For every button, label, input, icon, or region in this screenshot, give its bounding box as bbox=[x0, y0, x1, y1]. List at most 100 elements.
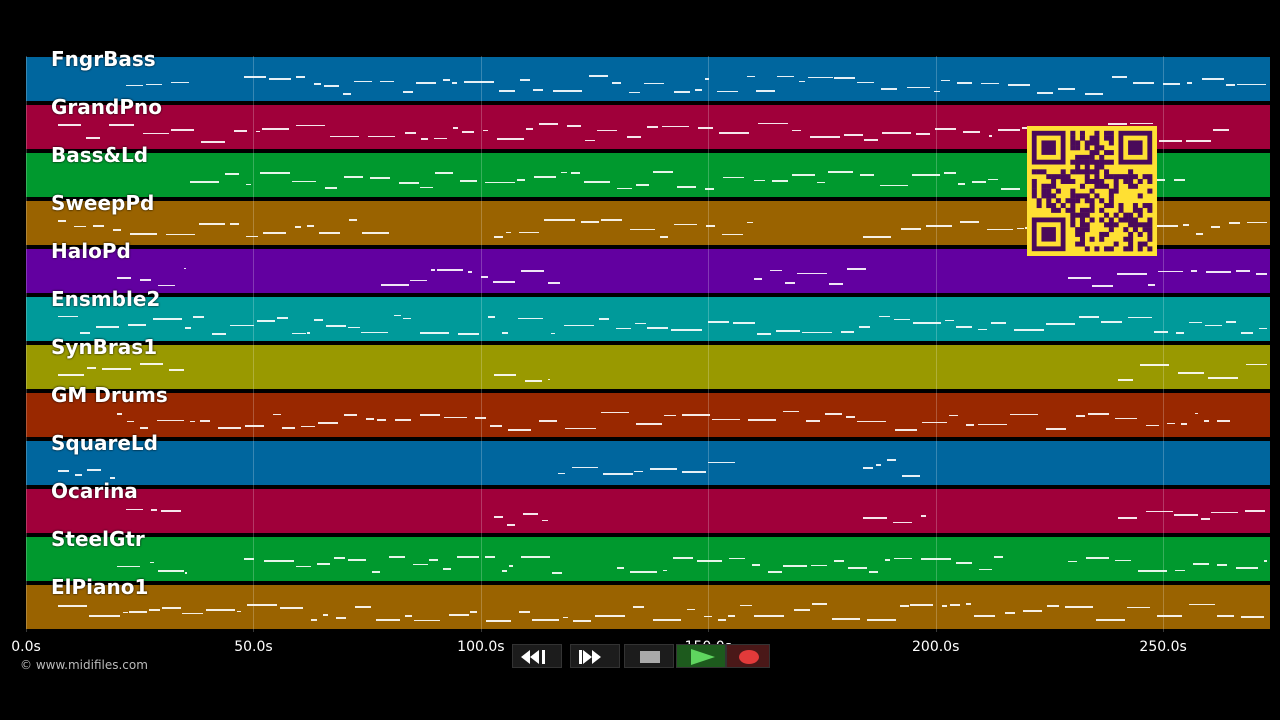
midi-note bbox=[955, 562, 973, 564]
midi-note bbox=[1085, 557, 1110, 559]
stop-icon bbox=[640, 651, 660, 663]
track-label: SynBras1 bbox=[51, 335, 158, 359]
midi-note bbox=[1158, 271, 1183, 272]
midi-note bbox=[566, 125, 582, 127]
midi-note bbox=[1241, 616, 1265, 618]
midi-note bbox=[520, 270, 545, 272]
midi-note bbox=[1204, 325, 1222, 326]
midi-note bbox=[768, 571, 782, 573]
midi-note bbox=[316, 563, 331, 565]
midi-note bbox=[978, 329, 988, 330]
midi-note bbox=[185, 327, 192, 329]
midi-note bbox=[956, 82, 973, 84]
midi-note bbox=[1116, 273, 1147, 275]
midi-note bbox=[1201, 518, 1211, 520]
midi-note bbox=[988, 135, 993, 137]
midi-note bbox=[941, 605, 948, 607]
midi-note bbox=[255, 131, 260, 132]
midi-note bbox=[189, 421, 195, 422]
midi-note bbox=[420, 332, 449, 334]
midi-note bbox=[85, 137, 101, 139]
midi-note bbox=[170, 82, 189, 83]
midi-note bbox=[333, 557, 346, 559]
midi-note bbox=[370, 177, 391, 179]
midi-note bbox=[1244, 510, 1265, 512]
stop-button[interactable] bbox=[624, 644, 674, 668]
midi-note bbox=[502, 570, 507, 572]
midi-note bbox=[616, 328, 632, 329]
midi-note bbox=[1045, 323, 1076, 325]
midi-note bbox=[550, 333, 556, 334]
midi-note bbox=[153, 318, 183, 320]
midi-note bbox=[261, 128, 290, 130]
midi-note bbox=[365, 418, 375, 420]
midi-note bbox=[158, 285, 176, 286]
midi-note bbox=[1130, 123, 1154, 124]
midi-note bbox=[857, 421, 887, 422]
midi-note bbox=[694, 89, 702, 91]
midi-note bbox=[517, 318, 544, 319]
midi-note bbox=[1174, 570, 1186, 571]
midi-note bbox=[169, 369, 185, 371]
track-label: Bass&Ld bbox=[51, 143, 149, 167]
midi-note bbox=[565, 428, 597, 429]
qr-code-icon[interactable] bbox=[1027, 126, 1157, 256]
midi-note bbox=[858, 326, 870, 328]
midi-note bbox=[728, 615, 736, 617]
midi-note bbox=[1148, 284, 1156, 286]
midi-note bbox=[841, 331, 855, 333]
midi-note bbox=[596, 130, 618, 131]
midi-note bbox=[660, 236, 669, 238]
rewind-button[interactable] bbox=[512, 644, 562, 668]
midi-note bbox=[1189, 322, 1202, 323]
midi-note bbox=[1183, 224, 1189, 226]
midi-note bbox=[846, 268, 866, 270]
record-button[interactable] bbox=[726, 644, 770, 668]
midi-note bbox=[751, 564, 761, 566]
midi-note bbox=[246, 184, 252, 185]
midi-note bbox=[1207, 377, 1238, 379]
midi-note bbox=[603, 473, 634, 475]
midi-note bbox=[1000, 188, 1020, 190]
midi-note bbox=[229, 223, 239, 225]
midi-note bbox=[330, 136, 360, 137]
midi-note bbox=[1046, 605, 1060, 607]
midi-note bbox=[920, 558, 951, 560]
midi-note bbox=[57, 605, 88, 607]
midi-note bbox=[1117, 517, 1137, 519]
midi-note bbox=[277, 317, 288, 319]
midi-note bbox=[165, 234, 195, 235]
midi-note bbox=[247, 604, 277, 606]
midi-note bbox=[1236, 567, 1258, 569]
midi-note bbox=[296, 566, 312, 567]
midi-note bbox=[170, 129, 195, 131]
midi-note bbox=[1114, 560, 1131, 561]
midi-note bbox=[523, 513, 538, 515]
midi-note bbox=[130, 233, 157, 235]
midi-note bbox=[325, 325, 346, 327]
midi-note bbox=[913, 322, 941, 324]
track-label: GrandPno bbox=[51, 95, 162, 119]
time-tick-label: 50.0s bbox=[234, 639, 273, 655]
midi-note bbox=[1157, 225, 1179, 227]
midi-note bbox=[388, 556, 406, 558]
midi-note bbox=[1229, 222, 1240, 224]
midi-note bbox=[404, 132, 417, 134]
midi-note bbox=[1203, 420, 1210, 422]
midi-note bbox=[1226, 84, 1236, 86]
midi-note bbox=[494, 516, 504, 518]
fast-forward-button[interactable] bbox=[570, 644, 620, 668]
midi-note bbox=[140, 363, 163, 365]
midi-note bbox=[628, 92, 640, 93]
midi-note bbox=[1108, 123, 1127, 125]
midi-note bbox=[142, 133, 169, 134]
midi-note bbox=[342, 93, 351, 95]
midi-note bbox=[987, 179, 999, 180]
midi-note bbox=[343, 176, 364, 178]
play-icon bbox=[691, 649, 715, 665]
midi-note bbox=[998, 129, 1020, 131]
midi-note bbox=[663, 570, 668, 571]
play-button[interactable] bbox=[676, 644, 726, 668]
midi-note bbox=[757, 123, 788, 124]
midi-note bbox=[1100, 321, 1122, 323]
